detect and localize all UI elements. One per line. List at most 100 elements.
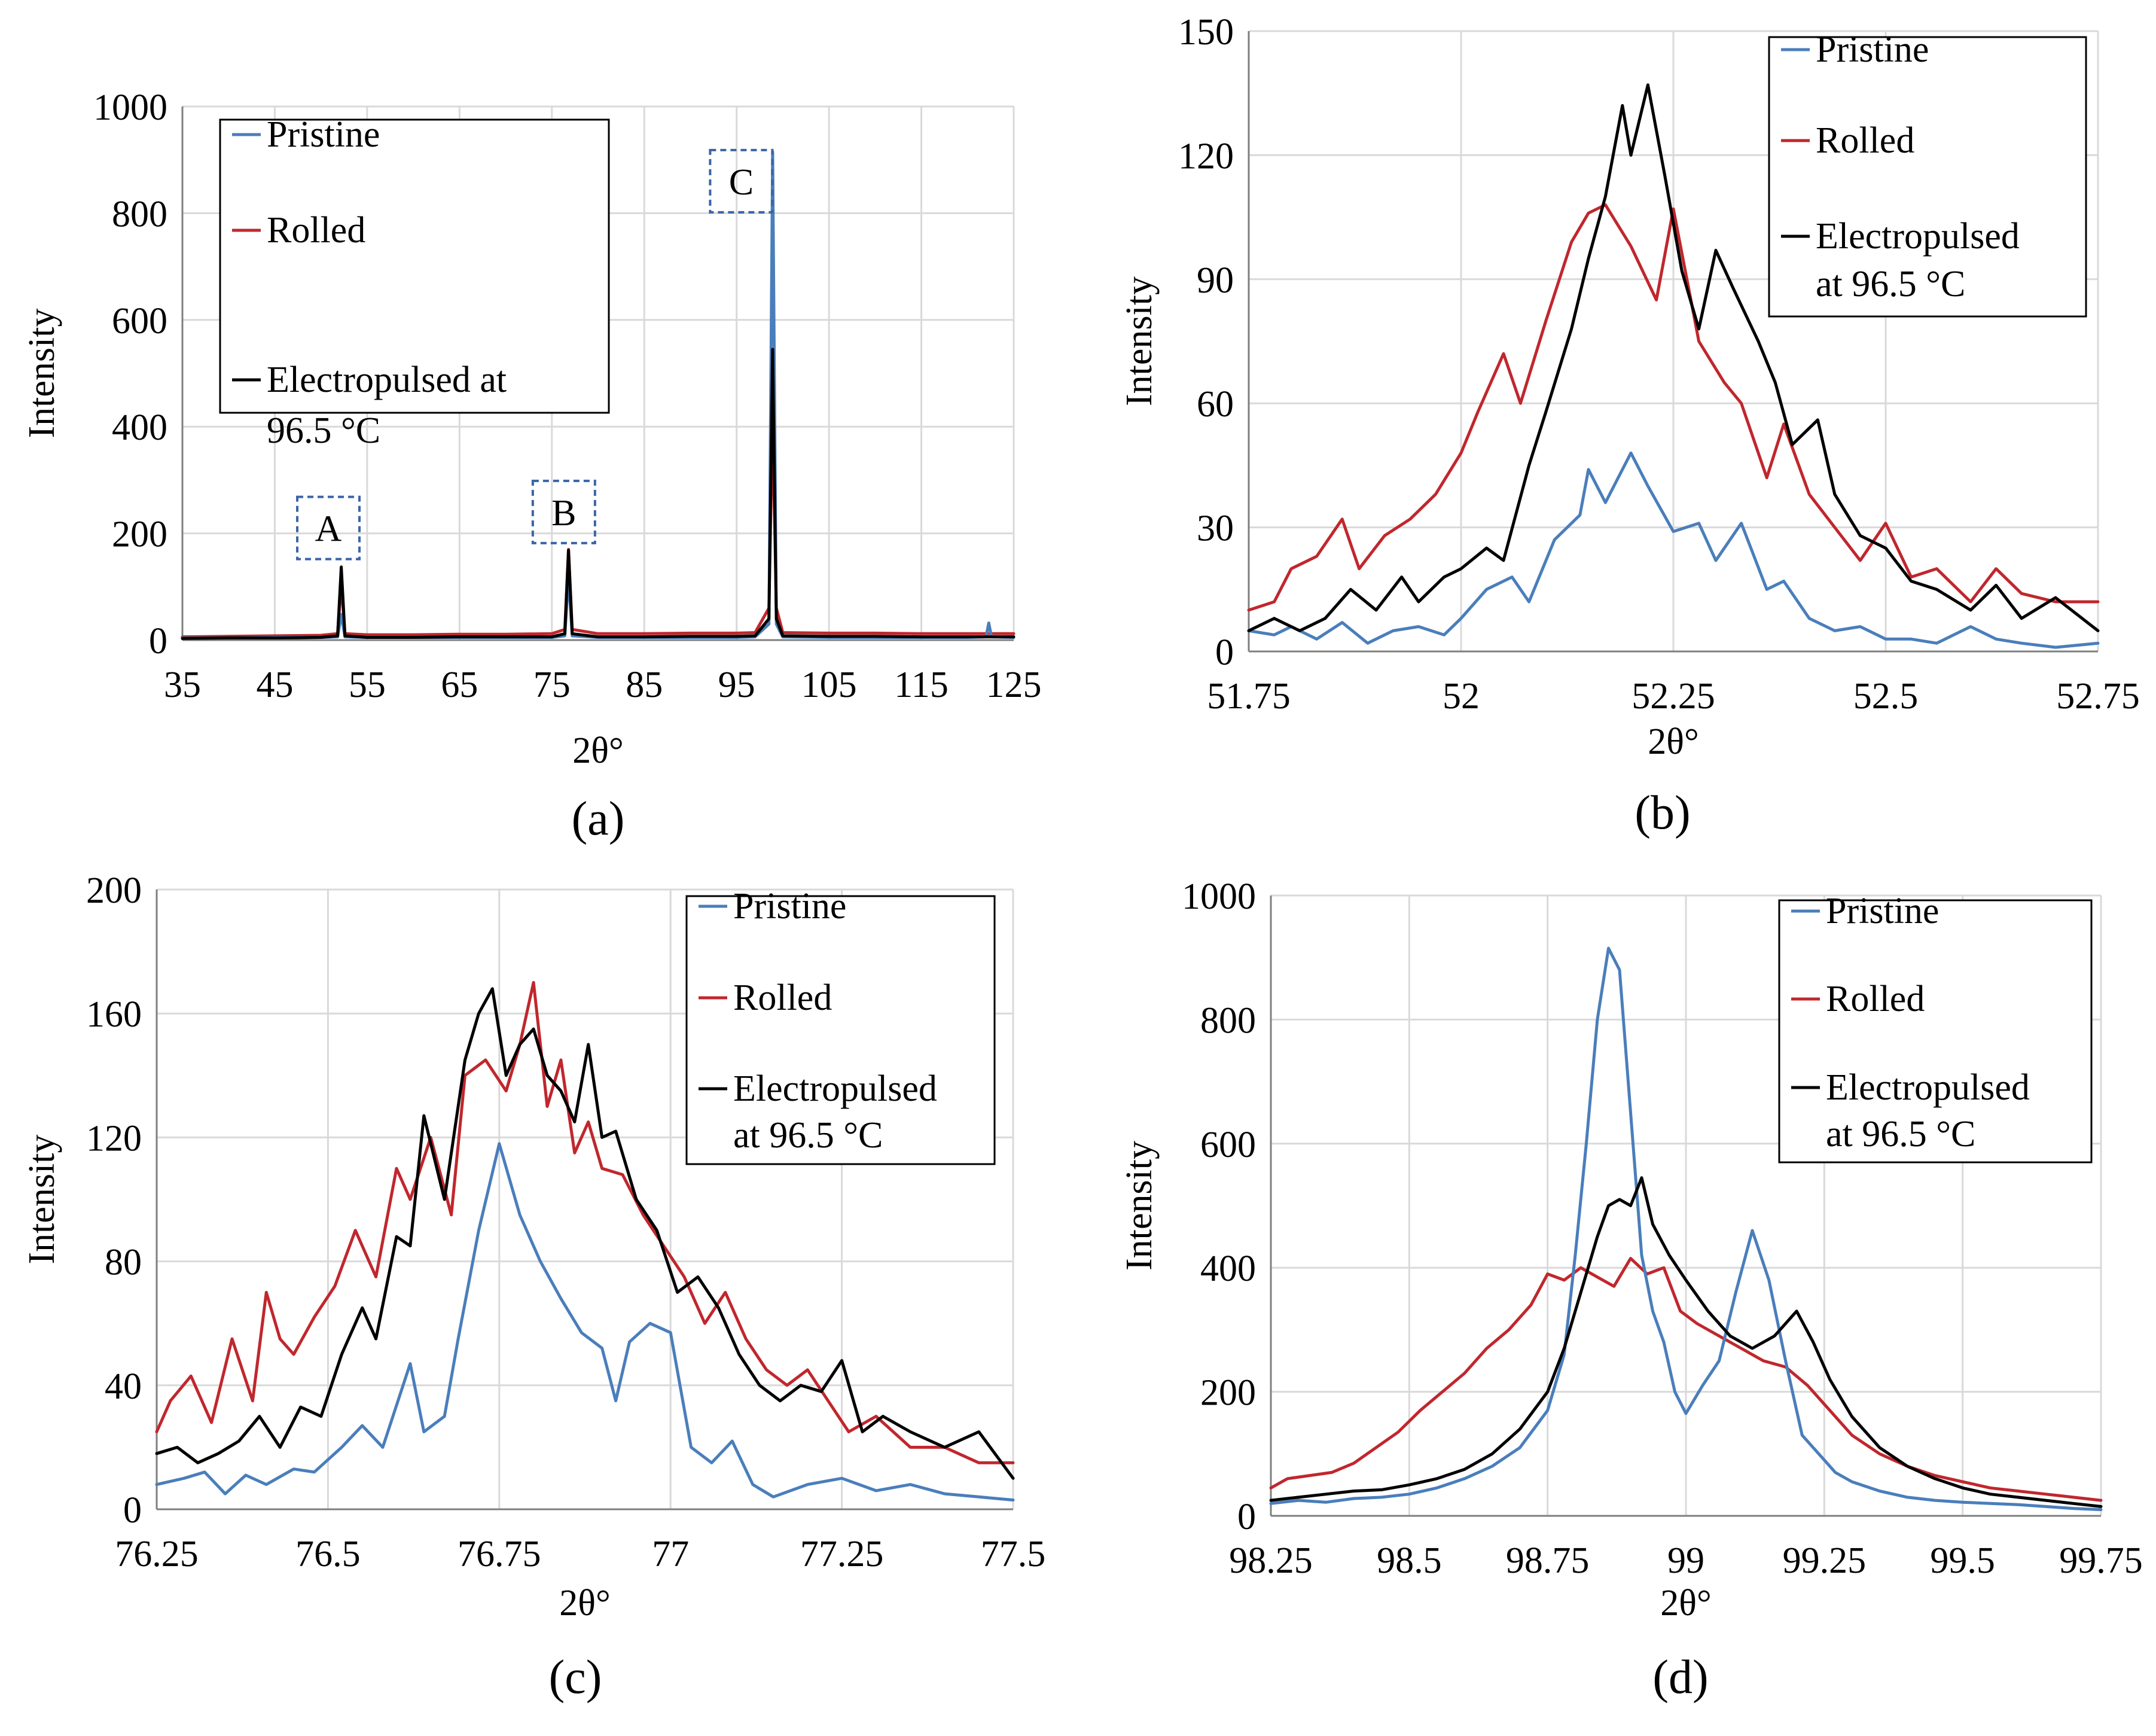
series-line-pristine <box>155 1142 1015 1502</box>
legend-label-rolled: Rolled <box>1816 120 1914 161</box>
x-tick-label: 95 <box>718 665 755 705</box>
legend-box <box>219 118 610 414</box>
legend-label-rolled: Rolled <box>733 977 832 1018</box>
series-line-pristine <box>1269 946 2103 1512</box>
annotation-label: C <box>729 162 754 203</box>
x-tick-label: 105 <box>801 665 857 705</box>
x-tick-label: 55 <box>349 665 386 705</box>
annotation-box <box>531 479 596 544</box>
y-tick-label: 800 <box>112 194 167 234</box>
panel-label: (a) <box>572 793 625 845</box>
y-tick-label: 1000 <box>93 87 167 128</box>
series-line-pristine <box>1247 451 2100 649</box>
x-tick-label: 77.25 <box>800 1534 884 1574</box>
x-tick-label: 76.25 <box>115 1534 199 1574</box>
legend-label-rolled: Rolled <box>267 210 365 251</box>
legend-label-pristine: Pristine <box>1816 29 1929 70</box>
legend: Pristine Rolled Electropulsed at 96.5 °C <box>1778 891 2093 1164</box>
y-tick-label: 200 <box>86 870 142 911</box>
series-line-electropulsed <box>1269 1176 2103 1508</box>
annotation-box <box>709 148 774 214</box>
series-line-rolled <box>1247 203 2100 612</box>
panel-label: (d) <box>1652 1651 1708 1704</box>
x-tick-label: 45 <box>256 665 293 705</box>
series-line-rolled <box>155 980 1015 1464</box>
y-tick-label: 1000 <box>1182 876 1256 917</box>
x-tick-label: 52.5 <box>1853 676 1919 717</box>
legend-label-electropulsed: Electropulsed at <box>267 360 507 400</box>
x-tick-label: 115 <box>894 665 949 705</box>
x-axis-label: 2θ° <box>1660 1583 1712 1624</box>
legend-label-electropulsed: Electropulsed <box>1826 1067 2030 1108</box>
x-tick-label: 98.5 <box>1377 1540 1442 1581</box>
y-axis-label: Intensity <box>1119 276 1160 406</box>
x-tick-label: 77 <box>652 1534 689 1574</box>
legend-box <box>1768 36 2087 318</box>
y-tick-label: 800 <box>1200 1000 1256 1041</box>
x-tick-label: 99.25 <box>1783 1540 1867 1581</box>
y-axis-label: Intensity <box>1119 1141 1160 1271</box>
x-tick-label: 76.5 <box>295 1534 361 1574</box>
legend: Pristine Rolled Electropulsed at 96.5 °C <box>219 114 610 451</box>
series-line-electropulsed <box>1247 83 2100 632</box>
legend-label-pristine: Pristine <box>1826 891 1939 931</box>
x-tick-label: 35 <box>164 665 201 705</box>
x-tick-label: 52.75 <box>2056 676 2140 717</box>
y-tick-label: 40 <box>105 1366 142 1407</box>
series-line-electropulsed <box>155 987 1015 1480</box>
panel-label: (c) <box>549 1651 602 1704</box>
y-tick-label: 0 <box>123 1490 142 1531</box>
y-tick-label: 0 <box>1237 1497 1256 1537</box>
y-tick-label: 30 <box>1197 508 1234 549</box>
y-tick-label: 200 <box>1200 1373 1256 1414</box>
x-tick-label: 99 <box>1667 1540 1704 1581</box>
y-axis-label: Intensity <box>22 1135 62 1265</box>
x-tick-label: 51.75 <box>1207 676 1291 717</box>
y-axis-label: Intensity <box>22 309 62 438</box>
x-axis-label: 2θ° <box>559 1583 611 1624</box>
x-tick-label: 125 <box>986 665 1042 705</box>
chart-panel: 35 45 55 65 75 85 95 105 115 125 0 200 400 600 800 1000… <box>22 87 1042 845</box>
y-tick-label: 0 <box>149 621 167 662</box>
x-tick-label: 77.5 <box>981 1534 1046 1574</box>
x-tick-label: 65 <box>441 665 478 705</box>
y-tick-label: 90 <box>1197 260 1234 301</box>
x-tick-label: 76.75 <box>458 1534 541 1574</box>
legend-box <box>685 895 996 1165</box>
legend-label-electropulsed: Electropulsed <box>1816 216 2020 257</box>
x-tick-label: 52 <box>1443 676 1480 717</box>
legend-label-electropulsed: at 96.5 °C <box>1826 1114 1975 1155</box>
legend-label-electropulsed: at 96.5 °C <box>1816 264 1965 304</box>
legend: Pristine Rolled Electropulsed at 96.5 °C <box>685 886 996 1165</box>
y-tick-label: 150 <box>1178 12 1234 53</box>
y-tick-label: 600 <box>112 301 167 342</box>
legend: Pristine Rolled Electropulsed at 96.5 °C <box>1768 29 2087 318</box>
y-tick-label: 80 <box>105 1242 142 1283</box>
series-line-rolled <box>1269 1257 2103 1502</box>
x-tick-label: 99.75 <box>2059 1540 2143 1581</box>
chart-panel: 76.25 76.5 76.75 77 77.25 77.5 0 40 80 120 160 200 2… <box>22 870 1045 1704</box>
x-axis-label: 2θ° <box>572 730 624 771</box>
legend-label-electropulsed: at 96.5 °C <box>733 1115 883 1156</box>
legend-label-pristine: Pristine <box>267 114 380 155</box>
annotation-label: B <box>551 493 576 534</box>
x-tick-label: 98.25 <box>1229 1540 1313 1581</box>
panel-label: (b) <box>1634 787 1690 839</box>
legend-box <box>1778 899 2093 1164</box>
y-tick-label: 160 <box>86 994 142 1035</box>
legend-label-rolled: Rolled <box>1826 979 1925 1019</box>
x-tick-label: 52.25 <box>1632 676 1715 717</box>
y-tick-label: 600 <box>1200 1125 1256 1165</box>
series-line-electropulsed <box>181 348 1016 640</box>
legend-label-pristine: Pristine <box>733 886 846 927</box>
x-tick-label: 75 <box>533 665 571 705</box>
annotation-label: A <box>315 509 342 550</box>
y-tick-label: 120 <box>1178 136 1234 176</box>
y-tick-label: 200 <box>112 514 167 555</box>
x-tick-label: 98.75 <box>1506 1540 1590 1581</box>
y-tick-label: 400 <box>112 407 167 448</box>
y-tick-label: 120 <box>86 1118 142 1159</box>
y-tick-label: 60 <box>1197 384 1234 425</box>
legend-label-electropulsed: Electropulsed <box>733 1068 937 1109</box>
